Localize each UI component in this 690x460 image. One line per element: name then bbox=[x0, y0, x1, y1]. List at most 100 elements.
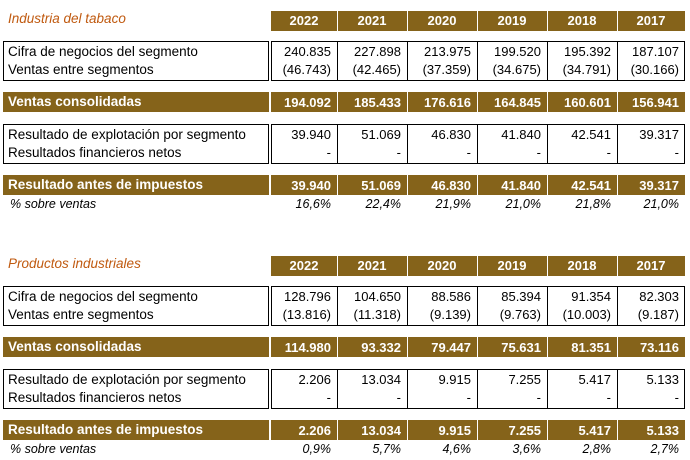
column-divider bbox=[477, 337, 478, 357]
resultado-antes-impuestos-label: Resultado antes de impuestos bbox=[8, 177, 204, 192]
ventas-consolidadas-value: 156.941 bbox=[632, 95, 679, 110]
value-cell: 39.317 bbox=[639, 127, 679, 142]
column-divider bbox=[407, 175, 408, 195]
column-divider bbox=[477, 92, 478, 112]
column-divider bbox=[547, 420, 548, 440]
resultado-antes-impuestos-label-band bbox=[3, 420, 269, 440]
column-divider bbox=[547, 256, 548, 276]
pct-ventas-value: 2,7% bbox=[650, 442, 680, 456]
result-block-values-box bbox=[271, 124, 685, 164]
year-header-cell: 2020 bbox=[427, 13, 457, 28]
value-cell: - bbox=[606, 145, 611, 160]
ventas-consolidadas-value: 81.351 bbox=[571, 340, 611, 355]
value-cell: 199.520 bbox=[494, 44, 541, 59]
value-cell: - bbox=[674, 390, 679, 405]
column-divider bbox=[407, 124, 408, 164]
value-cell: 2.206 bbox=[298, 372, 331, 387]
year-header-cell: 2021 bbox=[357, 258, 387, 273]
column-divider bbox=[337, 420, 338, 440]
resultado-antes-impuestos-value: 41.840 bbox=[501, 178, 541, 193]
column-divider bbox=[407, 92, 408, 112]
ventas-consolidadas-value: 194.092 bbox=[284, 95, 331, 110]
column-divider bbox=[407, 420, 408, 440]
pct-ventas-value: 21,0% bbox=[643, 197, 679, 211]
ventas-consolidadas-value: 185.433 bbox=[354, 95, 401, 110]
column-divider bbox=[407, 337, 408, 357]
value-cell: 5.417 bbox=[578, 372, 611, 387]
value-cell: 5.133 bbox=[646, 372, 679, 387]
value-cell: 91.354 bbox=[571, 289, 611, 304]
value-cell: - bbox=[396, 390, 401, 405]
column-divider bbox=[547, 124, 548, 164]
value-cell: 82.303 bbox=[639, 289, 679, 304]
segment-section: Productos industriales 2022 2021 2020 2019 20… bbox=[0, 253, 690, 458]
column-divider bbox=[337, 41, 338, 81]
value-cell: 88.586 bbox=[431, 289, 471, 304]
row-label: Resultados financieros netos bbox=[8, 145, 182, 160]
value-cell: 104.650 bbox=[354, 289, 401, 304]
ventas-consolidadas-value: 93.332 bbox=[361, 340, 401, 355]
ventas-consolidadas-value: 79.447 bbox=[431, 340, 471, 355]
resultado-antes-impuestos-values-band bbox=[271, 175, 685, 195]
value-cell: - bbox=[466, 145, 471, 160]
column-divider bbox=[477, 11, 478, 31]
revenue-block-label-box bbox=[3, 286, 269, 326]
pct-ventas-value: 4,6% bbox=[442, 442, 472, 456]
value-cell: (9.763) bbox=[499, 307, 541, 322]
value-cell: 227.898 bbox=[354, 44, 401, 59]
column-divider bbox=[407, 286, 408, 326]
value-cell: (46.743) bbox=[282, 62, 331, 77]
revenue-block-values-box bbox=[271, 286, 685, 326]
value-cell: - bbox=[396, 145, 401, 160]
value-cell: - bbox=[536, 145, 541, 160]
value-cell: (30.166) bbox=[630, 62, 679, 77]
year-header-cell: 2021 bbox=[357, 13, 387, 28]
ventas-consolidadas-value: 176.616 bbox=[424, 95, 471, 110]
value-cell: (9.187) bbox=[637, 307, 679, 322]
row-label: Resultado de explotación por segmento bbox=[8, 372, 246, 387]
value-cell: 9.915 bbox=[438, 372, 471, 387]
column-divider bbox=[617, 92, 618, 112]
pct-ventas-value: 2,8% bbox=[582, 442, 612, 456]
value-cell: - bbox=[326, 145, 331, 160]
year-header-band bbox=[271, 256, 685, 276]
section-title: Industria del tabaco bbox=[8, 11, 126, 26]
result-block-label-box bbox=[3, 369, 269, 409]
row-label: Resultados financieros netos bbox=[8, 390, 182, 405]
value-cell: (42.465) bbox=[352, 62, 401, 77]
column-divider bbox=[477, 420, 478, 440]
column-divider bbox=[617, 337, 618, 357]
revenue-block-label-box bbox=[3, 41, 269, 81]
ventas-consolidadas-value: 164.845 bbox=[494, 95, 541, 110]
value-cell: (10.003) bbox=[562, 307, 611, 322]
column-divider bbox=[477, 286, 478, 326]
column-divider bbox=[617, 286, 618, 326]
column-divider bbox=[407, 41, 408, 81]
column-divider bbox=[547, 369, 548, 409]
column-divider bbox=[617, 41, 618, 81]
value-cell: - bbox=[606, 390, 611, 405]
resultado-antes-impuestos-value: 5.417 bbox=[578, 423, 611, 438]
column-divider bbox=[337, 337, 338, 357]
value-cell: 85.394 bbox=[501, 289, 541, 304]
ventas-consolidadas-values-band bbox=[271, 92, 685, 112]
row-label: Ventas entre segmentos bbox=[8, 307, 154, 322]
pct-ventas-value: 22,4% bbox=[365, 197, 401, 211]
ventas-consolidadas-label: Ventas consolidadas bbox=[8, 94, 142, 109]
resultado-antes-impuestos-value: 9.915 bbox=[438, 423, 471, 438]
pct-ventas-value: 16,6% bbox=[295, 197, 331, 211]
ventas-consolidadas-values-band bbox=[271, 337, 685, 357]
row-label: Resultado de explotación por segmento bbox=[8, 127, 246, 142]
value-cell: 128.796 bbox=[284, 289, 331, 304]
value-cell: 187.107 bbox=[632, 44, 679, 59]
column-divider bbox=[617, 11, 618, 31]
year-header-band bbox=[271, 11, 685, 31]
row-label: Cifra de negocios del segmento bbox=[8, 289, 198, 304]
value-cell: 195.392 bbox=[564, 44, 611, 59]
column-divider bbox=[337, 124, 338, 164]
resultado-antes-impuestos-value: 13.034 bbox=[361, 423, 401, 438]
year-header-cell: 2022 bbox=[289, 258, 319, 273]
value-cell: - bbox=[674, 145, 679, 160]
revenue-block-values-box bbox=[271, 41, 685, 81]
